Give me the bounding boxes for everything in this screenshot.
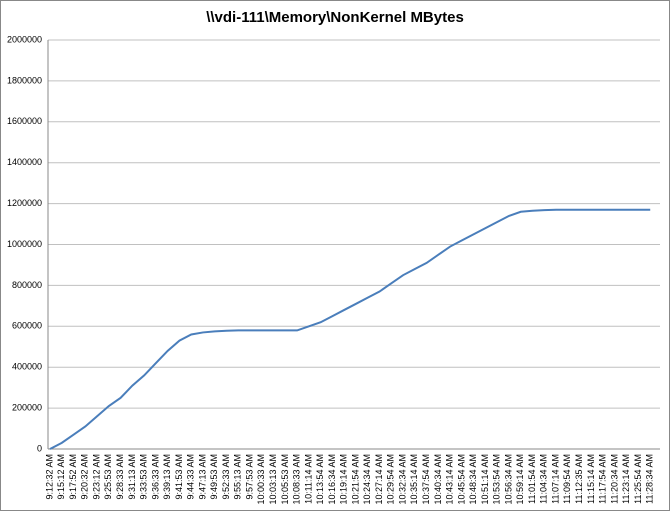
x-tick-label: 11:04:34 AM bbox=[539, 454, 549, 504]
x-tick-label: 9:52:33 AM bbox=[221, 454, 231, 500]
x-tick-label: 10:48:34 AM bbox=[468, 454, 478, 505]
x-tick-label: 10:56:34 AM bbox=[503, 454, 513, 505]
line-series bbox=[49, 208, 651, 450]
x-tick-label: 10:43:14 AM bbox=[445, 454, 455, 505]
x-tick-label: 9:33:53 AM bbox=[139, 454, 149, 500]
x-tick-label: 11:17:54 AM bbox=[598, 454, 608, 504]
x-tick-label: 9:57:53 AM bbox=[244, 454, 254, 500]
x-tick-label: 10:03:13 AM bbox=[268, 454, 278, 505]
x-tick-label: 9:25:53 AM bbox=[103, 454, 113, 500]
y-tick-label: 2000000 bbox=[7, 34, 42, 44]
y-tick-label: 800000 bbox=[12, 280, 42, 290]
x-tick-label: 10:27:14 AM bbox=[374, 454, 384, 505]
x-tick-label: 10:24:34 AM bbox=[362, 454, 372, 505]
chart-title: \\vdi-111\Memory\NonKernel MBytes bbox=[206, 9, 464, 26]
x-tick-label: 10:08:33 AM bbox=[292, 454, 302, 505]
x-tick-label: 10:05:53 AM bbox=[280, 454, 290, 505]
x-tick-label: 11:09:54 AM bbox=[562, 454, 572, 504]
x-tick-label: 9:41:53 AM bbox=[174, 454, 184, 500]
x-tick-label: 10:16:34 AM bbox=[327, 454, 337, 505]
x-tick-label: 11:20:34 AM bbox=[609, 454, 619, 504]
x-tick-label: 9:36:33 AM bbox=[150, 454, 160, 500]
y-tick-label: 200000 bbox=[12, 402, 42, 412]
x-tick-label: 10:11:14 AM bbox=[303, 454, 313, 504]
x-tick-label: 10:13:54 AM bbox=[315, 454, 325, 505]
x-tick-label: 10:59:14 AM bbox=[515, 454, 525, 505]
x-tick-label: 9:47:13 AM bbox=[197, 454, 207, 500]
y-tick-label: 600000 bbox=[12, 321, 42, 331]
y-tick-label: 1600000 bbox=[7, 116, 42, 126]
x-tick-label: 10:51:14 AM bbox=[480, 454, 490, 505]
y-tick-label: 1400000 bbox=[7, 157, 42, 167]
x-tick-label: 10:29:54 AM bbox=[386, 454, 396, 505]
x-tick-label: 10:53:54 AM bbox=[492, 454, 502, 505]
x-tick-label: 10:37:54 AM bbox=[421, 454, 431, 505]
y-tick-label: 1800000 bbox=[7, 75, 42, 85]
x-tick-label: 9:17:52 AM bbox=[68, 454, 78, 500]
x-tick-label: 9:31:13 AM bbox=[127, 454, 137, 500]
x-tick-label: 10:21:54 AM bbox=[350, 454, 360, 505]
y-tick-label: 1200000 bbox=[7, 198, 42, 208]
x-tick-label: 11:25:54 AM bbox=[633, 454, 643, 504]
y-tick-label: 400000 bbox=[12, 362, 42, 372]
x-tick-label: 11:15:14 AM bbox=[586, 454, 596, 504]
x-tick-label: 9:28:33 AM bbox=[115, 454, 125, 500]
x-tick-label: 10:35:14 AM bbox=[409, 454, 419, 505]
x-tick-label: 10:00:33 AM bbox=[256, 454, 266, 505]
x-tick-label: 9:49:53 AM bbox=[209, 454, 219, 500]
x-tick-label: 9:39:13 AM bbox=[162, 454, 172, 500]
x-tick-label: 11:01:54 AM bbox=[527, 454, 537, 504]
x-tick-label: 9:20:32 AM bbox=[80, 454, 90, 500]
x-tick-label: 9:55:13 AM bbox=[233, 454, 243, 500]
x-tick-label: 9:15:12 AM bbox=[56, 454, 66, 500]
x-tick-label: 11:12:35 AM bbox=[574, 454, 584, 504]
x-tick-label: 10:40:34 AM bbox=[433, 454, 443, 505]
x-tick-label: 9:44:33 AM bbox=[186, 454, 196, 500]
x-tick-label: 10:19:14 AM bbox=[339, 454, 349, 505]
y-tick-label: 0 bbox=[37, 443, 42, 453]
x-tick-label: 11:07:14 AM bbox=[550, 454, 560, 504]
x-tick-label: 10:45:54 AM bbox=[456, 454, 466, 505]
y-tick-label: 1000000 bbox=[7, 239, 42, 249]
x-tick-label: 9:12:32 AM bbox=[44, 454, 54, 500]
x-tick-label: 11:23:14 AM bbox=[621, 454, 631, 504]
x-tick-label: 10:32:34 AM bbox=[397, 454, 407, 505]
x-tick-label: 9:23:12 AM bbox=[91, 454, 101, 500]
x-tick-label: 11:28:34 AM bbox=[645, 454, 655, 504]
